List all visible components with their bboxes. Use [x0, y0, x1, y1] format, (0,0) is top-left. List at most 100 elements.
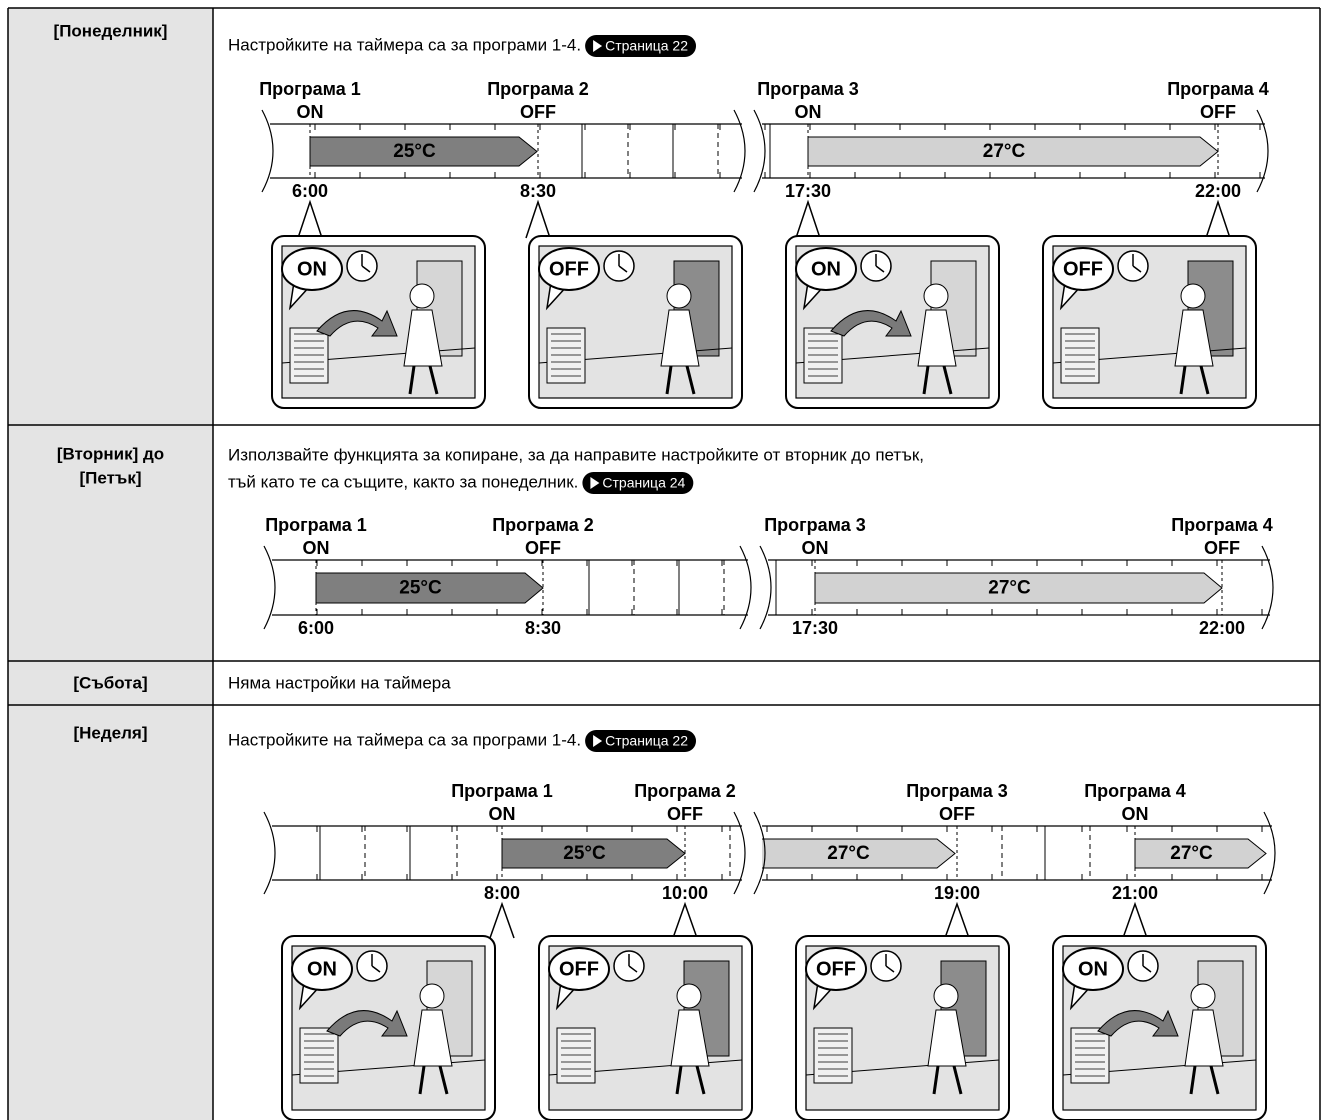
page-link-text: Страница 22 [605, 38, 688, 54]
program-state: OFF [1204, 538, 1240, 558]
strip-end [733, 109, 746, 193]
program-state: OFF [1200, 102, 1236, 122]
scene-person-head [409, 283, 435, 309]
program-time: 22:00 [1199, 618, 1245, 638]
scene-bubble [538, 247, 600, 291]
scene-person-legs [922, 365, 953, 395]
scene-clock-hands [885, 954, 895, 973]
description: Настройките на таймера са за програми 1-… [228, 35, 581, 54]
strip-end [263, 545, 276, 630]
program-name: Програма 4 [1084, 781, 1186, 801]
scene-person-body [660, 309, 700, 367]
page-link[interactable]: Страница 22 [585, 35, 697, 57]
scene-label: OFF [559, 958, 599, 980]
program-time: 10:00 [662, 883, 708, 903]
scene-person-legs [665, 365, 696, 395]
program-state: OFF [939, 804, 975, 824]
day-label: [Неделя] [73, 723, 147, 742]
strip-end [759, 545, 772, 630]
program-time: 17:30 [792, 618, 838, 638]
program-name: Програма 1 [259, 79, 361, 99]
program-time: 6:00 [298, 618, 334, 638]
scene-label: ON [307, 958, 337, 980]
strip-end [1263, 811, 1276, 895]
scene-bubble [291, 947, 353, 991]
day-label: [Петък] [80, 468, 142, 487]
strip-end [753, 811, 766, 895]
program-time: 19:00 [934, 883, 980, 903]
page-link-bg [582, 472, 694, 494]
description: Няма настройки на таймера [228, 673, 451, 692]
scene-label: OFF [549, 258, 589, 280]
temperature-label: 27°C [983, 141, 1026, 162]
day-label: [Вторник] до [57, 444, 164, 463]
scene-person-legs [418, 1065, 449, 1095]
scene-bubble [805, 947, 867, 991]
strip-break [742, 824, 762, 882]
scene-label: ON [811, 258, 841, 280]
temperature-label: 27°C [988, 578, 1031, 599]
program-time: 8:00 [484, 883, 520, 903]
strip-break [748, 558, 768, 617]
scene-ac-unit [1060, 327, 1100, 384]
scene-person-head [923, 283, 949, 309]
scene-bubble [281, 247, 343, 291]
program-name: Програма 1 [265, 515, 367, 535]
page-link-arrow [593, 40, 603, 52]
program-name: Програма 3 [764, 515, 866, 535]
strip-end [753, 109, 766, 193]
scene-pointer [944, 901, 970, 939]
program-name: Програма 2 [634, 781, 736, 801]
page-link-bg [585, 730, 697, 752]
program-time: 17:30 [785, 181, 831, 201]
scene-pointer [489, 901, 515, 939]
scene-person-body [1174, 309, 1214, 367]
strip-end [739, 545, 752, 630]
scene-clock-hands [618, 254, 628, 273]
day-column [8, 8, 213, 1120]
strip-end [263, 811, 276, 895]
scene-person-body [670, 1009, 710, 1067]
description: тъй като те са същите, както за понеделн… [228, 472, 578, 491]
program-state: OFF [667, 804, 703, 824]
program-time: 6:00 [292, 181, 328, 201]
strip-break [742, 122, 762, 180]
strip-end [261, 109, 274, 193]
temperature-label: 27°C [1170, 843, 1213, 864]
scene-door [683, 960, 730, 1057]
scene-person-head [419, 983, 445, 1009]
scene-label: OFF [1063, 258, 1103, 280]
temperature-label: 25°C [399, 578, 442, 599]
page-link-text: Страница 24 [602, 475, 685, 491]
scene-person-legs [675, 1065, 706, 1095]
scene-pointer [1122, 901, 1148, 939]
scene-ac-unit [1070, 1027, 1110, 1084]
program-time: 21:00 [1112, 883, 1158, 903]
scene-label: OFF [816, 958, 856, 980]
program-state: OFF [520, 102, 556, 122]
program-time: 22:00 [1195, 181, 1241, 201]
program-time: 8:30 [520, 181, 556, 201]
scene-clock-hands [1132, 254, 1142, 273]
scene-clock-hands [371, 954, 381, 973]
program-state: ON [303, 538, 330, 558]
program-state: ON [795, 102, 822, 122]
day-label: [Понеделник] [54, 21, 168, 40]
scene-person-body [413, 1009, 453, 1067]
page-link-bg [585, 35, 697, 57]
program-name: Програма 3 [757, 79, 859, 99]
program-name: Програма 3 [906, 781, 1008, 801]
scene-clock-hands [1142, 954, 1152, 973]
scene-bubble [548, 947, 610, 991]
scene-bubble [1062, 947, 1124, 991]
scene-ac-unit [289, 327, 329, 384]
scene-airflow [316, 309, 398, 337]
page-link[interactable]: Страница 22 [585, 730, 697, 752]
scene-ac-unit [546, 327, 586, 384]
program-state: OFF [525, 538, 561, 558]
scene-clock-hands [361, 254, 371, 273]
page-link[interactable]: Страница 24 [582, 472, 694, 494]
scene-person-body [927, 1009, 967, 1067]
scene-person-legs [1189, 1065, 1220, 1095]
